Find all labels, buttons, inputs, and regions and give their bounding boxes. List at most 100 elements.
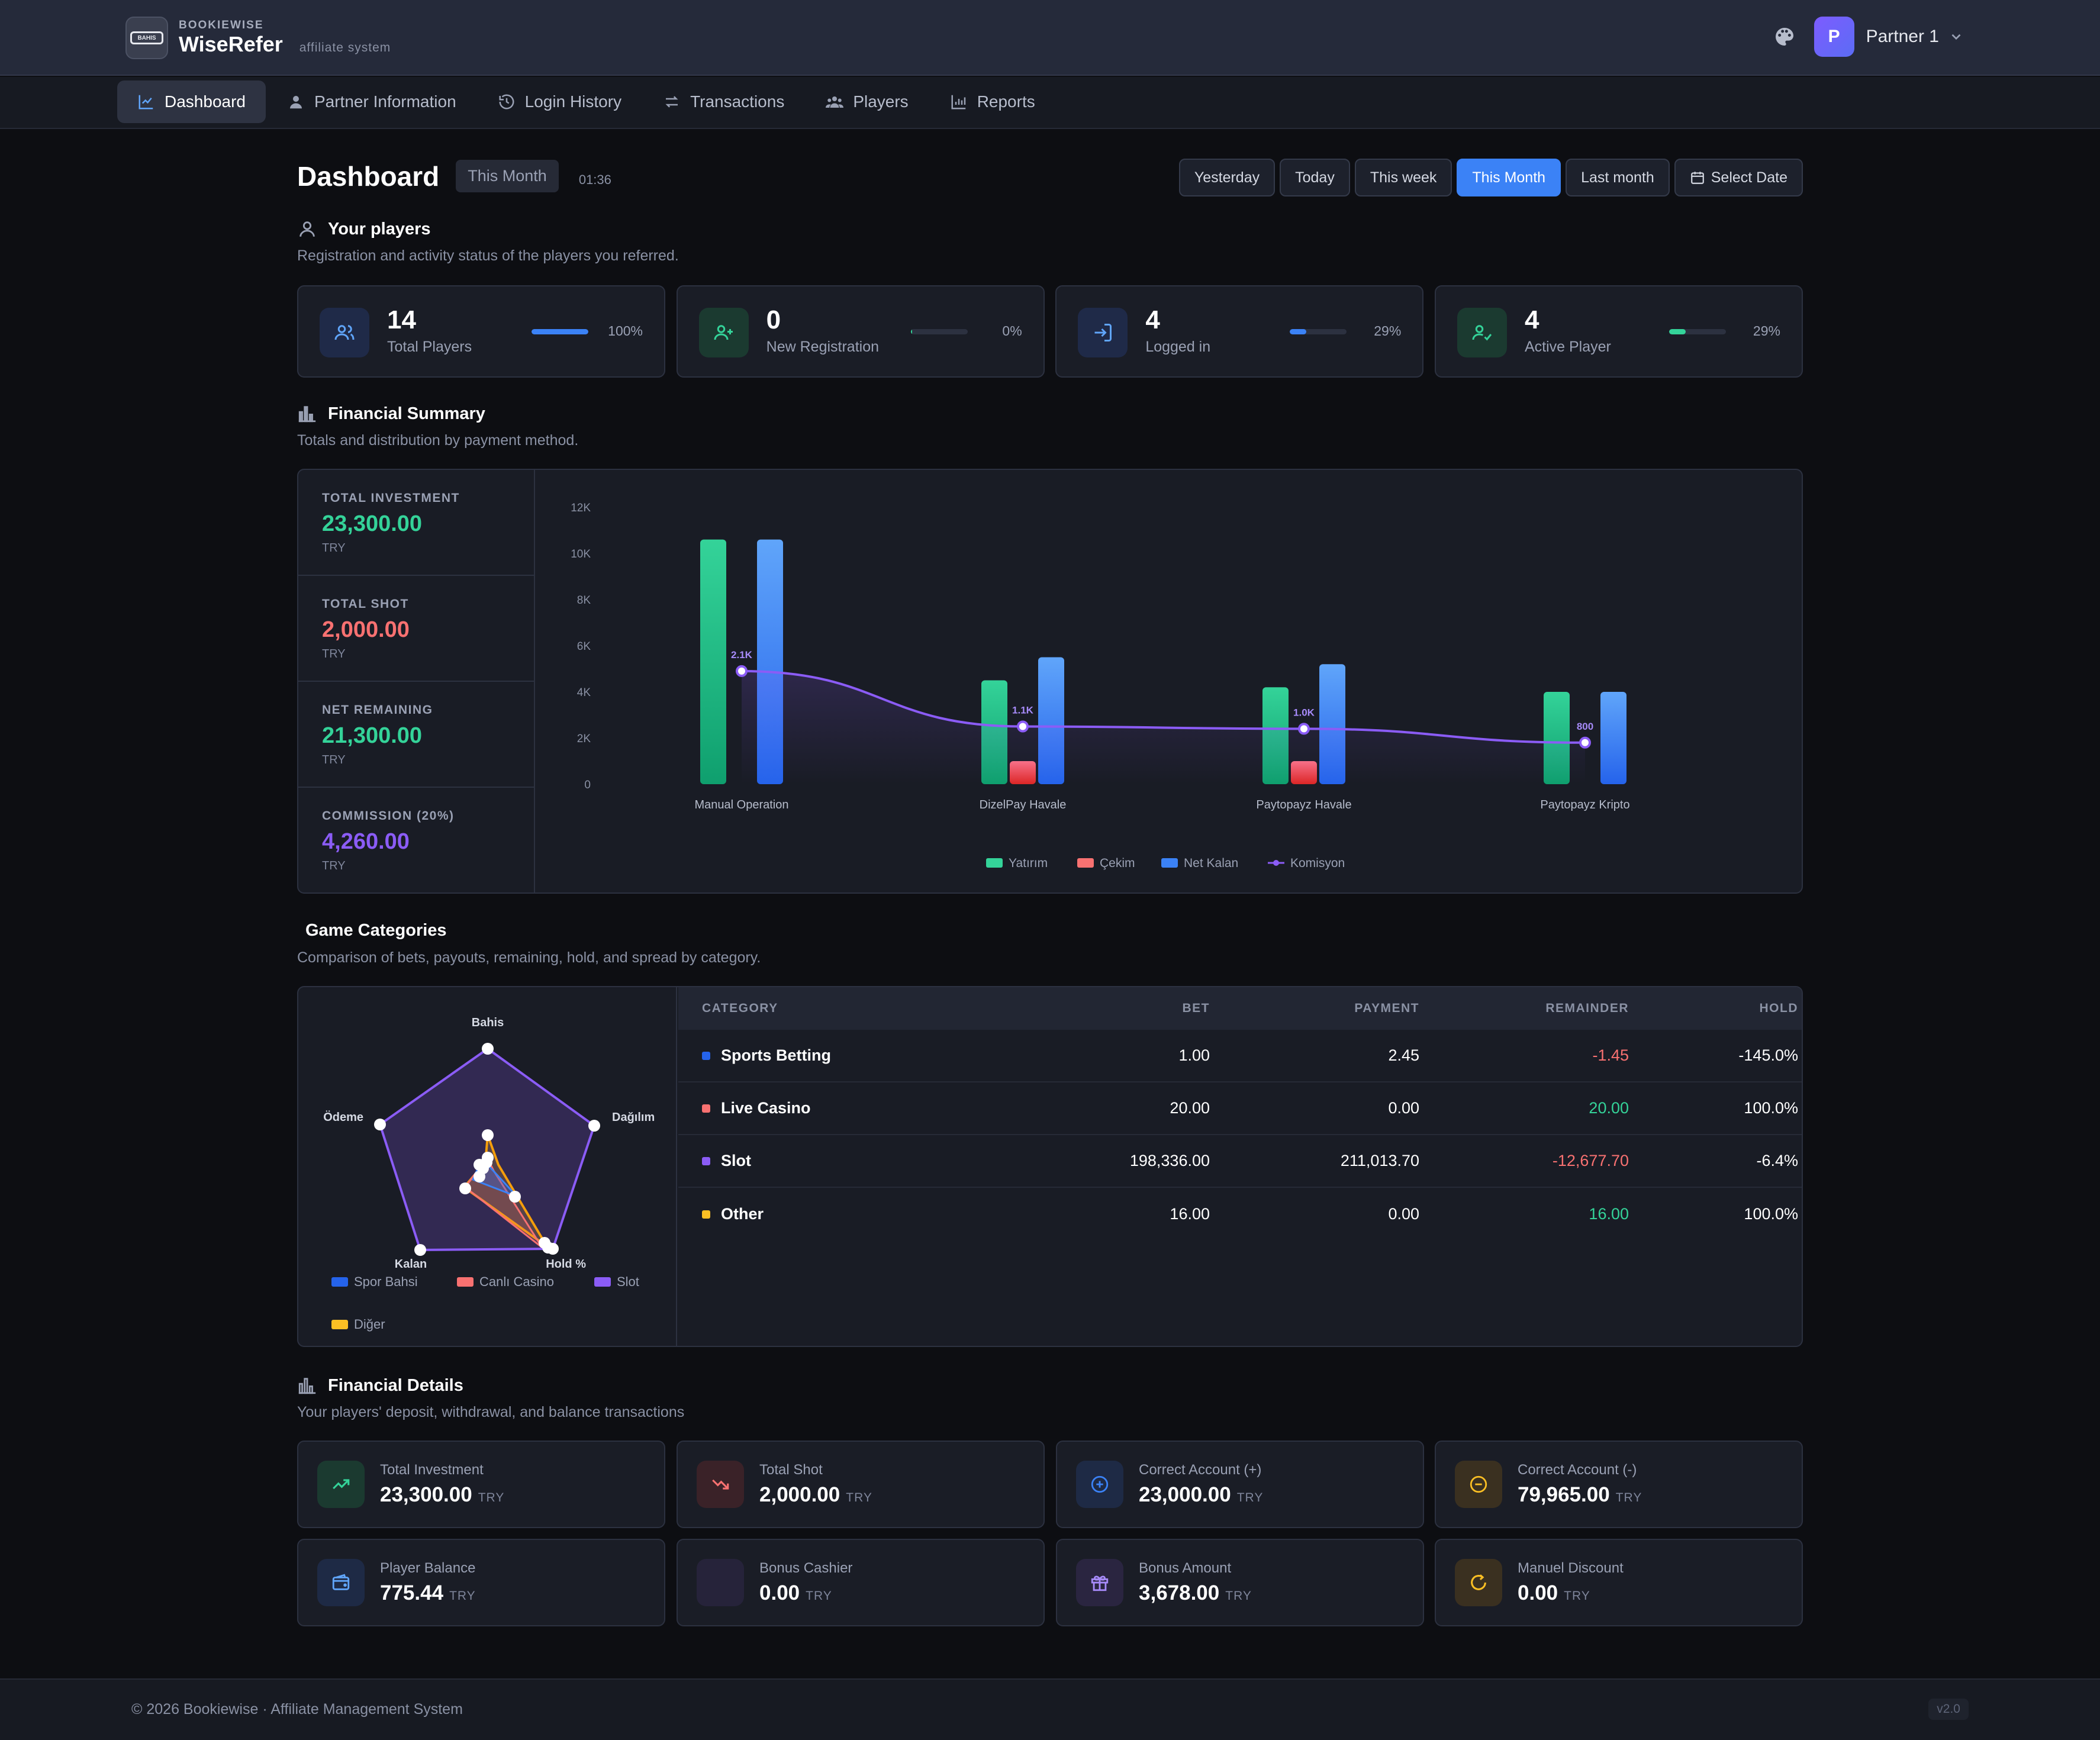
detail-card-bonus-amount[interactable]: Bonus Amount 3,678.00 TRY <box>1056 1539 1424 1626</box>
radar-legend-label: Spor Bahsi <box>354 1274 418 1289</box>
detail-card-bonus-cashier[interactable]: Bonus Cashier 0.00 TRY <box>677 1539 1045 1626</box>
hold-value: -145.0% <box>1738 1046 1798 1064</box>
bar-chart-icon <box>951 95 965 109</box>
detail-title: Bonus Cashier <box>759 1560 853 1576</box>
komisyon-data-label: 1.1K <box>1012 705 1034 716</box>
detail-value: 2,000.00 <box>759 1483 840 1506</box>
detail-title: Bonus Amount <box>1139 1560 1232 1576</box>
komisyon-point <box>736 665 748 677</box>
detail-card-correct-account-minus[interactable]: Correct Account (-) 79,965.00 TRY <box>1435 1441 1803 1528</box>
nav-label: Transactions <box>690 92 785 111</box>
stat-card-active-player[interactable]: 4 Active Player 29% <box>1434 285 1803 378</box>
detail-card-correct-account-plus[interactable]: Correct Account (+) 23,000.00 TRY <box>1056 1441 1424 1528</box>
table-row[interactable]: Slot 198,336.00 211,013.70 -12,677.70 -6… <box>678 1135 1802 1188</box>
table-row[interactable]: Other 16.00 0.00 16.00 100.0% <box>678 1188 1802 1240</box>
table-row[interactable]: Live Casino 20.00 0.00 20.00 100.0% <box>678 1082 1802 1135</box>
radar-axis-label: Bahis <box>472 1016 504 1029</box>
detail-card-manuel-discount[interactable]: Manuel Discount 0.00 TRY <box>1435 1539 1803 1626</box>
y-tick-label: 4K <box>577 687 591 699</box>
palette-icon[interactable] <box>1773 25 1796 49</box>
col-bet-header[interactable]: BET <box>1182 1001 1210 1015</box>
stat-label: Logged in <box>1145 339 1211 355</box>
bet-value: 20.00 <box>1170 1099 1210 1117</box>
main-nav: Dashboard Partner Information Login Hist… <box>0 77 2100 129</box>
radar-point <box>481 1156 492 1168</box>
game-categories-header: Game Categories <box>305 921 447 940</box>
select-date-label: Select Date <box>1711 169 1787 186</box>
detail-card-player-balance[interactable]: Player Balance 775.44 TRY <box>297 1539 665 1626</box>
users-icon <box>320 308 369 357</box>
range-today-button[interactable]: Today <box>1280 159 1350 196</box>
user-plus-icon <box>698 308 749 357</box>
detail-value: 3,678.00 <box>1139 1581 1220 1604</box>
wallet-icon <box>317 1559 365 1606</box>
commission-stat: COMMISSION (20%) 4,260.00 TRY <box>298 788 534 892</box>
game-categories-title: Game Categories <box>305 921 447 940</box>
stat-percent: 29% <box>1753 323 1780 339</box>
progress-fill <box>1290 329 1307 334</box>
radar-axis-label: Kalan <box>395 1258 427 1271</box>
category-table: CATEGORY BET PAYMENT REMAINDER HOLD Spor… <box>678 987 1802 1240</box>
login-icon <box>1078 308 1128 357</box>
stat-value: 4 <box>1524 305 1539 334</box>
col-category-header[interactable]: CATEGORY <box>702 1001 778 1015</box>
user-outline-icon <box>299 221 315 237</box>
range-last-month-button[interactable]: Last month <box>1566 159 1670 196</box>
range-yesterday-button[interactable]: Yesterday <box>1178 159 1276 196</box>
nav-label: Reports <box>977 92 1035 111</box>
chevron-down-icon[interactable] <box>1948 29 1964 44</box>
stat-card-logged-in[interactable]: 4 Logged in 29% <box>1055 285 1424 378</box>
detail-card-total-investment[interactable]: Total Investment 23,300.00 TRY <box>297 1441 665 1528</box>
page-title: Dashboard <box>297 160 440 192</box>
payment-value: 0.00 <box>1388 1205 1419 1223</box>
refresh-icon <box>1455 1559 1502 1606</box>
players-section-header: Your players <box>297 219 431 239</box>
detail-title: Total Investment <box>380 1462 484 1478</box>
progress-bar <box>1669 329 1726 334</box>
detail-card-total-shot[interactable]: Total Shot 2,000.00 TRY <box>677 1441 1045 1528</box>
nav-item-dashboard[interactable]: Dashboard <box>117 80 266 123</box>
range-this-week-button[interactable]: This week <box>1354 159 1452 196</box>
bar-yatirim <box>700 539 726 784</box>
user-name[interactable]: Partner 1 <box>1866 27 1939 46</box>
nav-item-partner-information[interactable]: Partner Information <box>267 80 476 123</box>
komisyon-data-label: 800 <box>1577 721 1593 732</box>
col-hold-header[interactable]: HOLD <box>1759 1001 1798 1015</box>
footer-copyright: © 2026 Bookiewise · Affiliate Management… <box>131 1701 463 1718</box>
stat-currency: TRY <box>322 647 346 660</box>
nav-item-players[interactable]: Players <box>806 80 928 123</box>
stat-card-total-players[interactable]: 14 Total Players 100% <box>297 285 665 378</box>
stat-label: New Registration <box>766 339 880 355</box>
stat-card-new-registration[interactable]: 0 New Registration 0% <box>676 285 1045 378</box>
table-row[interactable]: Sports Betting 1.00 2.45 -1.45 -145.0% <box>678 1030 1802 1082</box>
nav-item-transactions[interactable]: Transactions <box>643 80 804 123</box>
detail-value: 79,965.00 <box>1518 1483 1610 1506</box>
brand[interactable]: BAHIS BOOKIEWISE WiseRefer affiliate sys… <box>125 17 391 59</box>
col-payment-header[interactable]: PAYMENT <box>1354 1001 1419 1015</box>
remainder-value: 20.00 <box>1589 1099 1629 1117</box>
x-tick-label: DizelPay Havale <box>980 798 1067 811</box>
net-remaining-stat: NET REMAINING 21,300.00 TRY <box>298 682 534 788</box>
radar-legend-label: Diğer <box>354 1317 385 1332</box>
avatar[interactable]: P <box>1814 17 1854 57</box>
financial-summary-header: Financial Summary <box>297 404 485 424</box>
stat-value: 14 <box>387 305 416 334</box>
select-date-button[interactable]: Select Date <box>1674 159 1803 196</box>
detail-currency: TRY <box>1564 1589 1590 1603</box>
range-this-month-button[interactable]: This Month <box>1457 159 1561 196</box>
hold-value: -6.4% <box>1756 1152 1798 1169</box>
category-color-dot <box>702 1210 710 1219</box>
detail-currency: TRY <box>1225 1589 1252 1603</box>
detail-currency: TRY <box>1615 1491 1642 1504</box>
detail-title: Total Shot <box>759 1462 823 1478</box>
radar-point <box>509 1191 521 1203</box>
nav-item-login-history[interactable]: Login History <box>478 80 642 123</box>
payment-value: 2.45 <box>1388 1046 1419 1064</box>
stat-label: TOTAL SHOT <box>322 597 409 611</box>
col-remainder-header[interactable]: REMAINDER <box>1545 1001 1629 1015</box>
komisyon-data-label: 2.1K <box>731 649 753 660</box>
payment-method-chart-svg: 0 2K 4K 6K 8K 10K 12K Manual Operation DizelPay … <box>571 502 1629 870</box>
nav-item-reports[interactable]: Reports <box>930 80 1055 123</box>
progress-fill <box>532 329 588 334</box>
category-color-dot <box>702 1156 710 1165</box>
